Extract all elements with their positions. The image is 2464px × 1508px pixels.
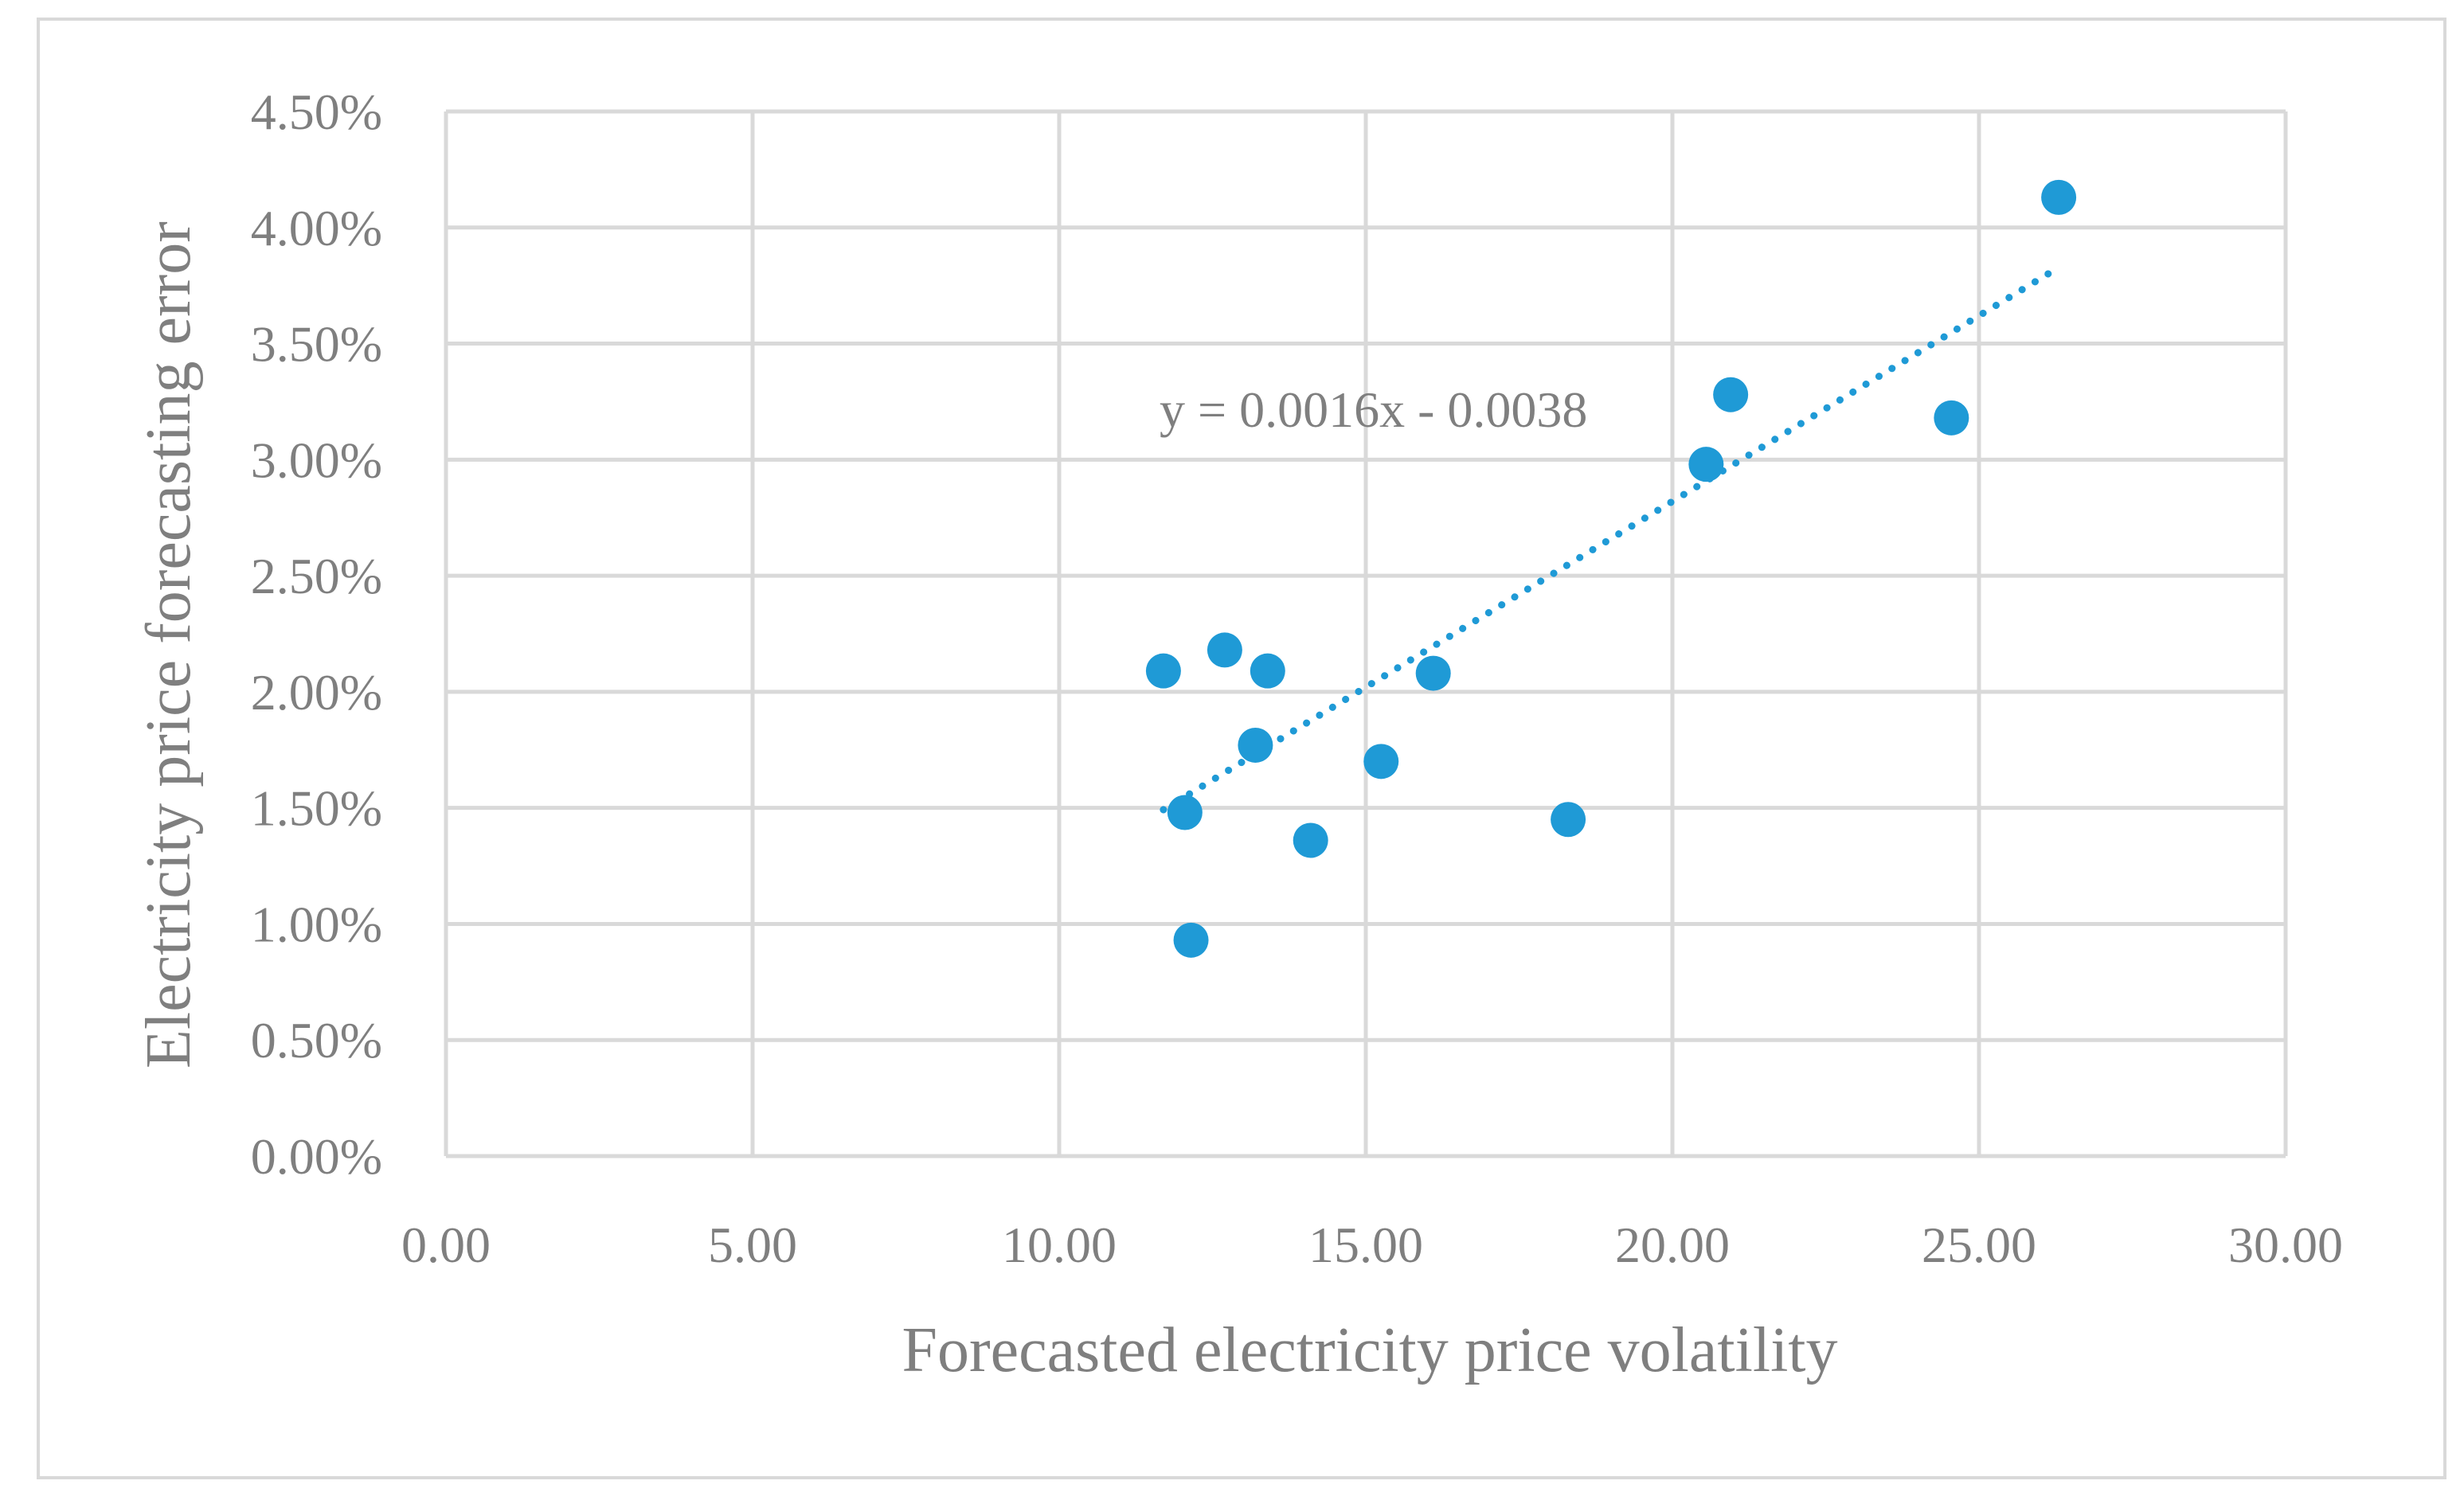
trendline — [1160, 264, 2063, 814]
x-axis-ticks: 0.00 5.00 10.00 15.00 20.00 25.00 30.00 — [401, 1217, 2343, 1273]
grid-lines — [444, 109, 2288, 1158]
x-tick-label: 25.00 — [1922, 1217, 2036, 1273]
data-point — [1250, 653, 1285, 689]
y-axis-ticks: 0.00% 0.50% 1.00% 1.50% 2.00% 2.50% 3.00% 3.50%… — [251, 84, 382, 1185]
data-point — [2041, 179, 2077, 215]
trendline-layer — [1160, 264, 2063, 814]
data-point — [1713, 377, 1749, 412]
data-point — [1363, 744, 1399, 779]
data-point — [1145, 653, 1181, 689]
y-tick-label: 4.00% — [251, 200, 382, 256]
trendline-equation: y = 0.0016x - 0.0038 — [1160, 381, 1587, 438]
y-tick-label: 2.50% — [251, 548, 382, 604]
y-tick-label: 3.00% — [251, 432, 382, 488]
data-point — [1167, 795, 1203, 830]
data-point — [1238, 727, 1273, 763]
data-point — [1415, 655, 1451, 691]
data-point — [1551, 802, 1586, 838]
y-tick-label: 0.50% — [251, 1012, 382, 1068]
y-tick-label: 3.50% — [251, 316, 382, 373]
data-point — [1934, 400, 1969, 436]
y-tick-label: 4.50% — [251, 84, 382, 140]
x-tick-label: 20.00 — [1615, 1217, 1730, 1273]
y-tick-label: 0.00% — [251, 1128, 382, 1185]
x-tick-label: 5.00 — [708, 1217, 797, 1273]
y-axis-title: Electricity price forecasting error — [134, 221, 204, 1068]
data-points — [1145, 179, 2077, 958]
x-axis-title: Forecasted electricity price volatility — [902, 1315, 1837, 1385]
data-point — [1688, 447, 1724, 482]
y-tick-label: 2.00% — [251, 664, 382, 721]
y-tick-label: 1.00% — [251, 896, 382, 952]
data-point — [1173, 922, 1209, 958]
x-tick-label: 30.00 — [2228, 1217, 2343, 1273]
data-point — [1293, 822, 1328, 858]
x-tick-label: 15.00 — [1308, 1217, 1423, 1273]
y-tick-label: 1.50% — [251, 780, 382, 837]
x-tick-label: 0.00 — [401, 1217, 491, 1273]
x-tick-label: 10.00 — [1002, 1217, 1117, 1273]
data-point — [1207, 632, 1242, 668]
